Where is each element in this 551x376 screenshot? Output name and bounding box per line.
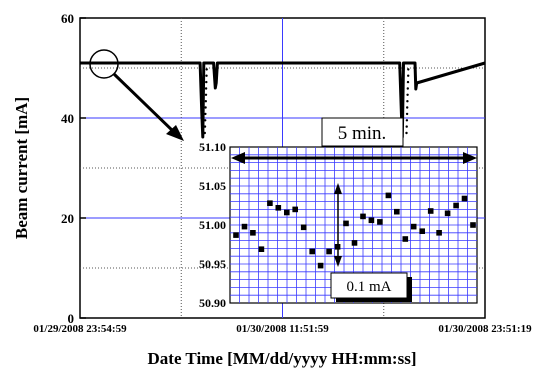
inset-data-point <box>267 200 273 206</box>
inset-data-point <box>284 209 290 216</box>
main-y-tick-labels: 0 20 40 60 <box>61 11 86 326</box>
refill-trace-point <box>204 112 207 116</box>
refill-trace-point <box>203 131 206 135</box>
inset-data-points <box>233 192 476 269</box>
inset-data-point <box>250 230 256 236</box>
refill-trace-point <box>204 93 208 97</box>
refill-trace-point <box>406 93 409 97</box>
refill-trace-point <box>407 61 410 65</box>
refill-trace-point <box>205 68 208 71</box>
inset-data-point <box>317 262 324 269</box>
time-span-arrow-left-head <box>231 152 245 164</box>
zoom-arrow-line <box>112 72 177 135</box>
inset-data-point <box>385 192 392 199</box>
refill-trace-point <box>405 119 409 122</box>
inset-data-point <box>402 236 409 242</box>
inset-y-tick-label: 51.05 <box>199 179 226 193</box>
refill-trace-point <box>406 87 409 90</box>
current-span-annotation: 0.1 mA <box>347 279 392 295</box>
refill-trace-point <box>205 61 209 65</box>
inset-data-point <box>453 202 459 209</box>
inset-data-point <box>436 230 442 236</box>
zoom-region-circle <box>89 49 119 79</box>
inset-data-point <box>444 210 451 217</box>
current-span-arrow-bottom-head <box>334 256 342 267</box>
inset-data-point <box>419 228 425 234</box>
inset-data-point <box>233 232 239 238</box>
inset-data-point <box>470 222 476 228</box>
main-x-tick-label: 01/29/2008 23:54:59 <box>33 323 127 335</box>
refill-trace-point <box>407 68 410 71</box>
zoom-arrow-head <box>166 125 184 141</box>
inset-y-tick-label: 51.00 <box>199 218 226 232</box>
refill-trace-point <box>405 125 408 128</box>
main-y-tick-label: 40 <box>61 111 74 126</box>
refill-trace-point <box>204 106 207 109</box>
time-span-annotation: 5 min. <box>338 123 387 144</box>
inset-data-point <box>343 220 349 227</box>
inset-data-point <box>275 205 282 211</box>
refill-trace-point <box>407 74 410 77</box>
inset-data-point <box>377 219 383 225</box>
main-y-tick-label: 20 <box>61 211 74 226</box>
main-beam-current-series <box>80 61 486 139</box>
refill-trace-point <box>204 119 207 122</box>
main-y-tick-label: 0 <box>68 311 75 326</box>
inset-data-point <box>351 240 358 246</box>
inset-data-point <box>309 248 315 255</box>
refill-trace-point <box>406 106 409 109</box>
current-span-arrow-top-head <box>334 183 342 194</box>
inset-y-tick-label: 50.90 <box>199 296 226 310</box>
refill-trace-point <box>205 74 208 77</box>
refill-trace-point <box>205 80 208 84</box>
current-span-box <box>330 272 408 299</box>
inset-data-point <box>410 223 417 230</box>
inset-data-point <box>258 246 265 252</box>
inset-data-point <box>368 217 375 224</box>
refill-trace-point <box>203 125 207 128</box>
inset-data-point <box>241 223 248 230</box>
refill-trace-point <box>406 100 409 103</box>
inset-data-point <box>427 208 434 214</box>
main-x-tick-label: 01/30/2008 23:51:19 <box>438 323 532 335</box>
inset-y-tick-label: 50.95 <box>199 257 226 271</box>
y-axis-label: Beam current [mA] <box>12 97 31 239</box>
beam-current-line <box>80 61 486 139</box>
x-axis-label: Date Time [MM/dd/yyyy HH:mm:ss] <box>148 349 417 368</box>
inset-data-point <box>326 248 332 255</box>
refill-trace-point <box>204 87 208 90</box>
inset-data-point <box>300 224 307 231</box>
refill-trace-point <box>405 112 409 116</box>
inset-data-point <box>360 213 366 220</box>
main-x-tick-labels: 01/29/2008 23:54:59 01/30/2008 11:51:59 01… <box>33 323 532 335</box>
inset-data-point <box>292 206 298 213</box>
main-x-tick-label: 01/30/2008 11:51:59 <box>236 323 329 335</box>
refill-trace-point <box>406 80 410 84</box>
time-span-arrow-right-head <box>463 152 477 164</box>
inset-y-tick-label: 51.10 <box>199 140 226 154</box>
time-span-box <box>321 117 404 147</box>
refill-trace-point <box>405 131 408 135</box>
main-y-tick-label: 60 <box>61 11 74 26</box>
inset-y-tick-labels: 51.10 51.05 51.00 50.95 50.90 <box>199 140 226 310</box>
refill-trace-point <box>204 100 207 103</box>
inset-data-point <box>461 195 468 202</box>
inset-data-point <box>394 208 400 215</box>
